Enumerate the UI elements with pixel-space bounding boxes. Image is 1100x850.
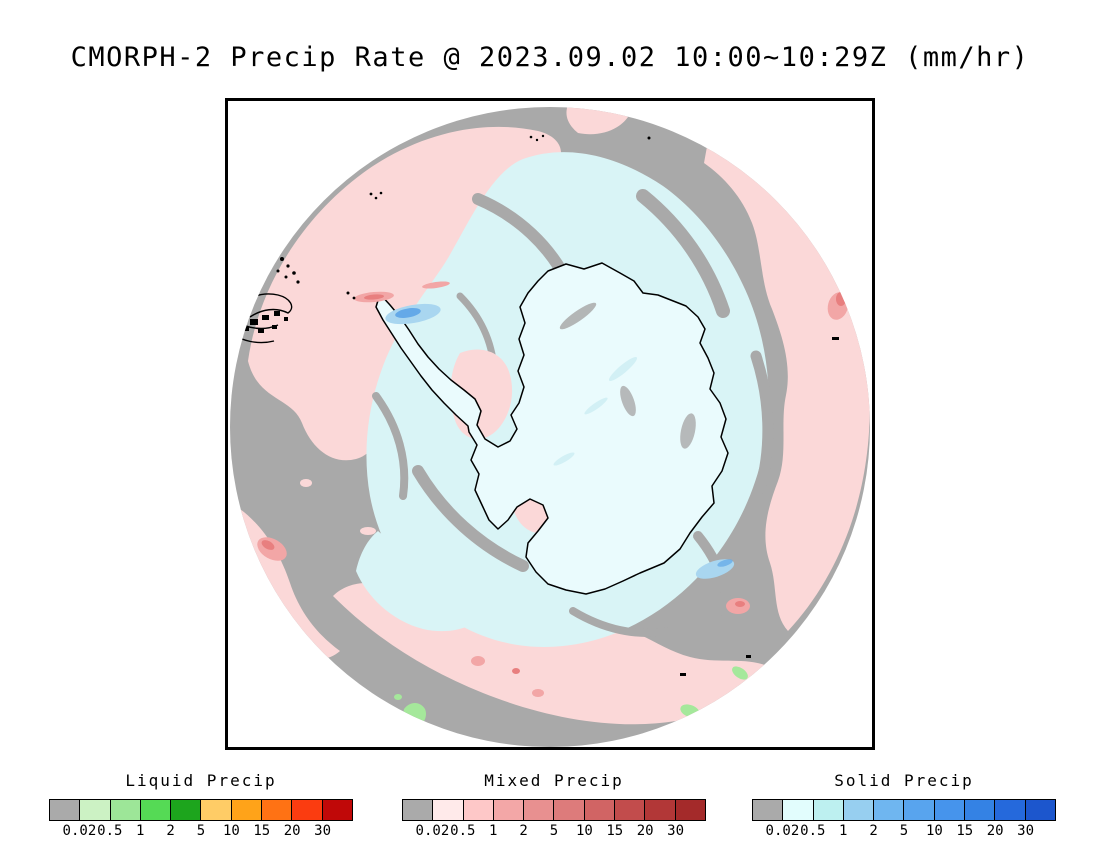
legend-tick-label: 20 bbox=[283, 823, 301, 839]
legend-color-cell bbox=[110, 800, 141, 820]
legend-mixed-title: Mixed Precip bbox=[484, 771, 624, 790]
legend-color-cell bbox=[292, 800, 323, 820]
legend-tick-label: 2 bbox=[519, 823, 528, 839]
precip-field-layer bbox=[230, 107, 870, 747]
legend-color-cell bbox=[262, 800, 293, 820]
legend-color-cell bbox=[615, 800, 646, 820]
legend-tick-label: 0.02 bbox=[415, 823, 450, 839]
legend-tick-label: 0.5 bbox=[450, 823, 476, 839]
legend-tick-label: 15 bbox=[956, 823, 974, 839]
legend-solid-ticks: 0.02 0.5 1 2 5 10 15 20 30 bbox=[752, 823, 1056, 841]
legend-color-cell bbox=[403, 800, 434, 820]
interior-texture bbox=[553, 302, 696, 466]
legend-mixed-colorbar bbox=[402, 799, 706, 821]
legend-tick-label: 20 bbox=[986, 823, 1004, 839]
legend-color-cell bbox=[783, 800, 814, 820]
legend-tick-label: 30 bbox=[1017, 823, 1035, 839]
legend-mixed: Mixed Precip 0.02 0.5 1 2 5 10 15 20 30 bbox=[402, 771, 706, 841]
legend-color-cell bbox=[80, 800, 111, 820]
legend-tick-label: 1 bbox=[135, 823, 145, 839]
legend-tick-label: 0.5 bbox=[800, 823, 826, 839]
legend-solid-title: Solid Precip bbox=[834, 771, 974, 790]
legend-color-cell bbox=[645, 800, 676, 820]
legend-tick-label: 10 bbox=[575, 823, 593, 839]
legend-color-cell bbox=[463, 800, 494, 820]
legend-color-cell bbox=[874, 800, 905, 820]
legend-color-cell bbox=[843, 800, 875, 820]
legend-tick-label: 15 bbox=[606, 823, 624, 839]
antarctica-map bbox=[230, 107, 870, 747]
legend-tick-label: 0.02 bbox=[62, 823, 97, 839]
legend-color-cell bbox=[50, 800, 81, 820]
legend-color-cell bbox=[201, 800, 232, 820]
legend-solid-colorbar bbox=[752, 799, 1056, 821]
legend-liquid-title: Liquid Precip bbox=[125, 771, 277, 790]
solid-precip-heavy-spots bbox=[385, 303, 735, 579]
legend-tick-label: 30 bbox=[667, 823, 685, 839]
legend-tick-label: 1 bbox=[838, 823, 848, 839]
gray-swirl-texture bbox=[372, 189, 774, 637]
legend-color-cell bbox=[524, 800, 555, 820]
legend-color-cell bbox=[171, 800, 202, 820]
legend-color-cell bbox=[554, 800, 585, 820]
legend-liquid-colorbar bbox=[49, 799, 353, 821]
legend-color-cell bbox=[584, 800, 616, 820]
legend-tick-label: 0.02 bbox=[765, 823, 800, 839]
legend-color-cell bbox=[231, 800, 263, 820]
legend-solid: Solid Precip 0.02 0.5 1 2 5 10 15 20 30 bbox=[752, 771, 1056, 841]
plot-title: CMORPH-2 Precip Rate @ 2023.09.02 10:00~… bbox=[70, 42, 1030, 73]
legend-color-cell bbox=[995, 800, 1026, 820]
legend-color-cell bbox=[753, 800, 784, 820]
legend-tick-label: 20 bbox=[636, 823, 654, 839]
legend-mixed-ticks: 0.02 0.5 1 2 5 10 15 20 30 bbox=[402, 823, 706, 841]
legend-color-cell bbox=[934, 800, 966, 820]
legend-color-cell bbox=[493, 800, 525, 820]
legend-color-cell bbox=[433, 800, 464, 820]
legend-tick-label: 0.5 bbox=[97, 823, 123, 839]
legend-tick-label: 5 bbox=[196, 823, 206, 839]
legend-tick-label: 5 bbox=[549, 823, 559, 839]
legend-tick-label: 15 bbox=[253, 823, 271, 839]
antarctica-coastline bbox=[375, 262, 729, 595]
legend-color-cell bbox=[813, 800, 844, 820]
legend-tick-label: 1 bbox=[488, 823, 498, 839]
map-frame bbox=[225, 98, 875, 750]
legend-color-cell bbox=[965, 800, 996, 820]
legend-liquid: Liquid Precip 0.02 0.5 1 2 5 10 15 20 30 bbox=[49, 771, 353, 841]
legend-color-cell bbox=[140, 800, 172, 820]
legend-tick-label: 2 bbox=[869, 823, 878, 839]
legend-tick-label: 5 bbox=[899, 823, 909, 839]
legend-tick-label: 2 bbox=[166, 823, 175, 839]
legend-tick-label: 10 bbox=[222, 823, 240, 839]
legend-color-cell bbox=[1025, 800, 1055, 820]
legend-tick-label: 10 bbox=[925, 823, 943, 839]
legend-color-cell bbox=[904, 800, 935, 820]
legend-tick-label: 30 bbox=[314, 823, 332, 839]
legend-color-cell bbox=[322, 800, 352, 820]
legend-liquid-ticks: 0.02 0.5 1 2 5 10 15 20 30 bbox=[49, 823, 353, 841]
legend-color-cell bbox=[675, 800, 705, 820]
